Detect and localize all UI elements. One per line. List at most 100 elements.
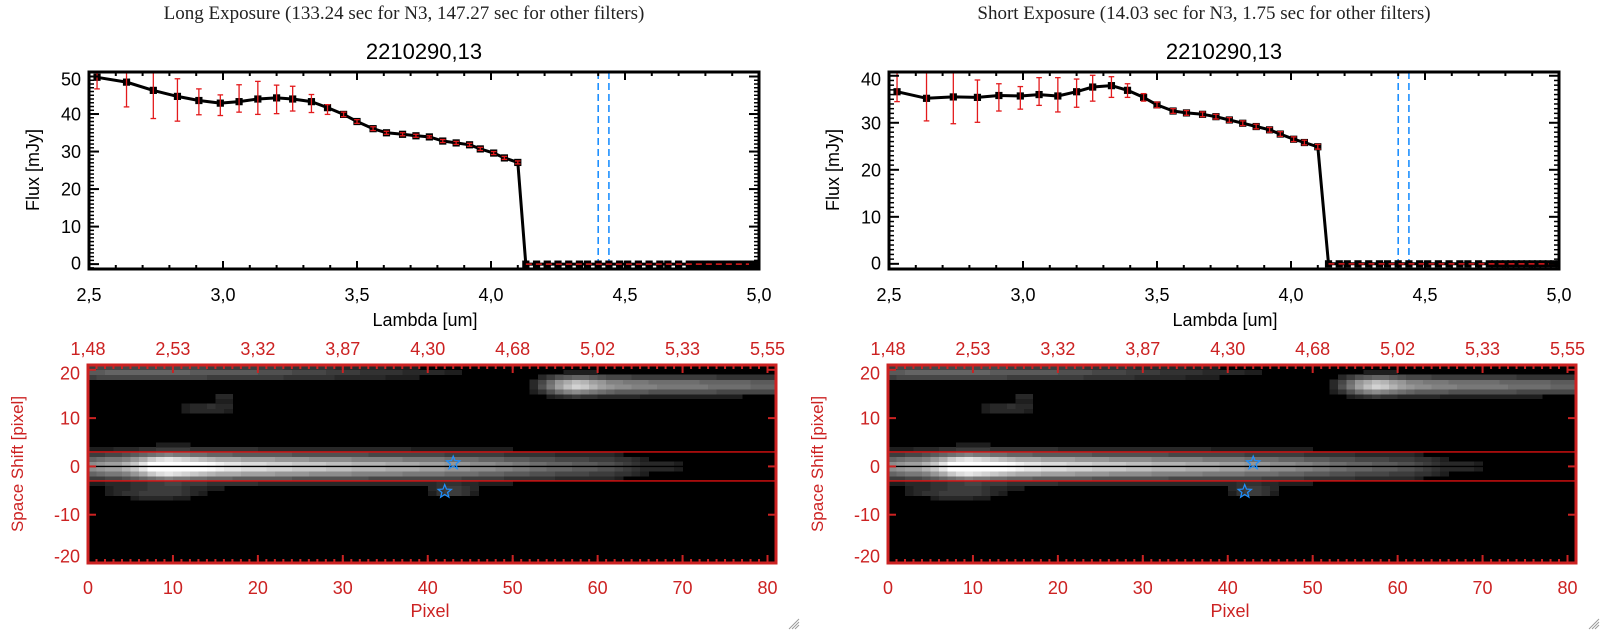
heatmap-cell <box>172 365 182 371</box>
heatmap-cell <box>249 471 259 477</box>
heatmap-cell <box>529 384 539 390</box>
spectral-image-plot: 0 10 20 30 40 50 60 70 801,48 2,53 3,32 3,87 4,30 4,6… <box>8 339 785 621</box>
heatmap-cell <box>614 389 624 395</box>
heatmap-cell <box>1159 374 1169 380</box>
heatmap-cell <box>1006 480 1016 487</box>
heatmap-cell <box>1117 461 1127 467</box>
heatmap-cell <box>427 369 437 376</box>
heatmap-cell <box>913 480 923 487</box>
heatmap-cell <box>104 466 114 472</box>
resize-grip-icon[interactable] <box>1586 616 1600 630</box>
heatmap-cell <box>130 456 140 462</box>
heatmap-cell <box>121 485 131 491</box>
heatmap-cell <box>947 456 957 462</box>
heatmap-cell <box>113 485 123 491</box>
heatmap-cell <box>1040 447 1050 453</box>
heatmap-cell <box>368 461 378 467</box>
heatmap-cell <box>1168 365 1178 371</box>
heatmap-cell <box>1074 476 1084 482</box>
heatmap-cell <box>538 384 548 390</box>
heatmap-cell <box>436 466 446 472</box>
heatmap-cell <box>1066 374 1076 380</box>
heatmap-cell <box>351 447 361 453</box>
heatmap-cell <box>665 379 675 385</box>
x-tick-label: 4,0 <box>1278 285 1303 305</box>
heatmap-cell <box>436 471 446 477</box>
heatmap-cell <box>904 369 914 376</box>
heatmap-cell <box>385 369 395 376</box>
heatmap-cell <box>1380 466 1390 472</box>
heatmap-cell <box>325 476 335 482</box>
y-tick-label: 50 <box>61 70 81 90</box>
heatmap-cell <box>1023 393 1033 400</box>
heatmap-cell <box>1083 461 1093 467</box>
heatmap-cell <box>181 403 191 409</box>
heatmap-cell <box>1244 480 1254 487</box>
heatmap-cell <box>121 374 131 380</box>
top-wavelength-tick-label: 4,30 <box>410 339 445 359</box>
heatmap-cell <box>589 393 599 400</box>
heatmap-cell <box>215 456 225 462</box>
heatmap-cell <box>1006 476 1016 482</box>
heatmap-cell <box>1253 485 1263 491</box>
heatmap-cell <box>359 471 369 477</box>
heatmap-cell <box>113 461 123 467</box>
heatmap-cell <box>317 480 327 487</box>
heatmap-cell <box>138 451 148 458</box>
heatmap-cell <box>130 447 140 453</box>
y-tick-label: 40 <box>61 105 81 125</box>
error-bar <box>974 79 981 123</box>
heatmap-cell <box>921 369 931 376</box>
heatmap-cell <box>266 466 276 472</box>
heatmap-cell <box>138 495 148 501</box>
heatmap-cell <box>896 369 906 376</box>
heatmap-cell <box>597 384 607 390</box>
error-bar <box>324 103 331 116</box>
heatmap-cell <box>1134 374 1144 380</box>
heatmap-cells <box>88 365 776 501</box>
x-tick-label: 2,5 <box>876 285 901 305</box>
heatmap-cell <box>657 461 666 467</box>
heatmap-cell <box>1423 461 1432 467</box>
heatmap-cell <box>538 456 548 462</box>
heatmap-cell <box>164 461 174 467</box>
heatmap-cell <box>181 447 191 453</box>
heatmap-cell <box>1465 374 1475 380</box>
heatmap-cell <box>1219 461 1229 467</box>
heatmap-cell <box>410 447 420 453</box>
heatmap-cell <box>96 456 106 462</box>
heatmap-cell <box>1091 369 1101 376</box>
heatmap-cell <box>402 471 412 477</box>
x-tick-label: 5,0 <box>1546 285 1571 305</box>
error-bar <box>1036 76 1042 107</box>
heatmap-cell <box>964 442 974 448</box>
heatmap-cell <box>964 490 974 496</box>
heatmap-cell <box>470 485 480 491</box>
heatmap-cell <box>334 480 344 487</box>
heatmap-cell <box>1295 461 1305 467</box>
heatmap-cell <box>1134 447 1144 453</box>
heatmap-cell <box>436 480 446 487</box>
data-point <box>522 260 530 268</box>
heatmap-cell <box>1457 393 1466 400</box>
top-wavelength-tick-label: 2,53 <box>155 339 190 359</box>
heatmap-cell <box>555 461 565 467</box>
heatmap-cell <box>981 485 991 491</box>
top-wavelength-tick-label: 2,53 <box>955 339 990 359</box>
heatmap-cell <box>215 451 225 458</box>
x-tick-label: 40 <box>1218 578 1238 598</box>
resize-grip-icon[interactable] <box>786 616 800 630</box>
heatmap-cell <box>640 393 649 400</box>
heatmap-cell <box>351 461 361 467</box>
heatmap-cell <box>359 365 369 371</box>
heatmap-cell <box>393 480 403 487</box>
heatmap-cell <box>257 456 267 462</box>
heatmap-cell <box>1380 451 1390 458</box>
heatmap-cell <box>981 461 991 467</box>
heatmap-cell <box>989 476 999 482</box>
heatmap-cell <box>1389 379 1399 385</box>
heatmap-cell <box>138 480 148 487</box>
heatmap-cell <box>419 447 429 453</box>
heatmap-cell <box>1057 466 1067 472</box>
heatmap-cell <box>538 471 548 477</box>
